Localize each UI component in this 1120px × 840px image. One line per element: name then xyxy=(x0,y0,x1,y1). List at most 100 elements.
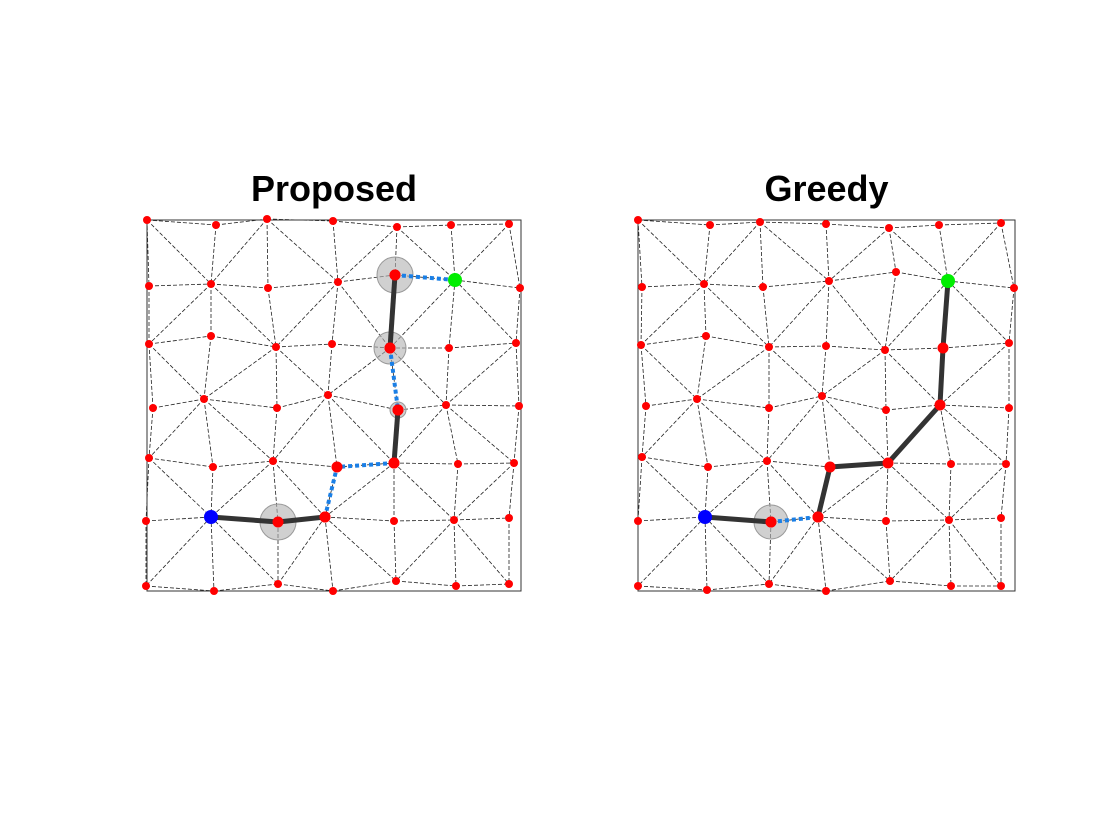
mesh-edge xyxy=(210,283,269,289)
mesh-edge xyxy=(817,516,891,582)
mesh-edge xyxy=(762,286,770,348)
mesh-edge xyxy=(277,583,334,592)
mesh-node xyxy=(892,268,900,276)
mesh-edge xyxy=(513,405,520,464)
mesh-edge xyxy=(637,219,711,226)
mesh-edge xyxy=(272,460,338,468)
mesh-edge xyxy=(885,462,889,522)
mesh-edge xyxy=(272,394,329,462)
path-node xyxy=(937,342,949,354)
mesh-edge xyxy=(508,462,515,519)
mesh-node xyxy=(334,278,342,286)
mesh-edge xyxy=(884,280,949,351)
mesh-edge xyxy=(821,395,831,468)
mesh-edge xyxy=(817,516,827,592)
mesh-edge xyxy=(445,404,515,464)
mesh-edge xyxy=(706,583,770,591)
mesh-node xyxy=(445,344,453,352)
mesh-edge xyxy=(327,394,338,468)
mesh-edge xyxy=(703,283,707,337)
mesh-edge xyxy=(453,463,459,521)
mesh-edge xyxy=(448,342,517,349)
mesh-edge xyxy=(145,516,212,522)
mesh-node xyxy=(765,343,773,351)
mesh-edge xyxy=(210,516,279,585)
mesh-node xyxy=(145,282,153,290)
solid-path xyxy=(387,274,398,349)
mesh-edge xyxy=(641,456,706,518)
path-node xyxy=(812,511,824,523)
mesh-node xyxy=(947,582,955,590)
mesh-node xyxy=(886,577,894,585)
mesh-edge xyxy=(821,345,827,397)
mesh-node xyxy=(515,402,523,410)
mesh-node xyxy=(512,339,520,347)
mesh-edge xyxy=(696,346,770,400)
mesh-edge xyxy=(148,283,212,287)
dashed-path xyxy=(770,515,819,524)
mesh-edge xyxy=(885,520,891,582)
mesh-edge xyxy=(152,398,205,409)
mesh-edge xyxy=(210,466,214,518)
mesh-node xyxy=(324,391,332,399)
mesh-edge xyxy=(324,462,395,518)
mesh-edge xyxy=(272,407,278,462)
mesh-node xyxy=(392,577,400,585)
mesh-edge xyxy=(275,346,278,409)
mesh-edge xyxy=(266,218,339,283)
mesh-edge xyxy=(515,342,520,407)
mesh-edge xyxy=(637,516,706,587)
mesh-node xyxy=(822,342,830,350)
mesh-edge xyxy=(275,346,329,396)
mesh-edge xyxy=(888,224,940,229)
mesh-node xyxy=(505,580,513,588)
mesh-node xyxy=(200,395,208,403)
mesh-node xyxy=(703,586,711,594)
mesh-edge xyxy=(203,335,212,400)
mesh-edge xyxy=(637,219,643,288)
mesh-edge xyxy=(395,519,455,582)
mesh-edge xyxy=(704,466,709,518)
mesh-edge xyxy=(895,271,949,282)
mesh-node xyxy=(272,343,280,351)
mesh-edge xyxy=(637,585,708,591)
mesh-node xyxy=(1005,404,1013,412)
mesh-edge xyxy=(884,349,887,411)
mesh-edge xyxy=(267,281,339,289)
mesh-node xyxy=(765,580,773,588)
mesh-node xyxy=(945,516,953,524)
mesh-node xyxy=(935,221,943,229)
mesh-edge xyxy=(947,280,1015,289)
mesh-node xyxy=(142,582,150,590)
mesh-edge xyxy=(768,346,823,397)
mesh-edge xyxy=(640,344,647,407)
mesh-node xyxy=(706,221,714,229)
mesh-edge xyxy=(213,583,279,592)
solid-path xyxy=(704,514,772,525)
mesh-edge xyxy=(817,516,887,522)
mesh-edge xyxy=(766,395,823,462)
mesh-node xyxy=(763,457,771,465)
mesh-node xyxy=(149,404,157,412)
mesh-node xyxy=(881,346,889,354)
mesh-edge xyxy=(825,580,891,592)
mesh-edge xyxy=(884,271,897,351)
mesh-node xyxy=(882,406,890,414)
mesh-node xyxy=(638,453,646,461)
mesh-edge xyxy=(393,520,397,582)
mesh-node xyxy=(145,340,153,348)
mesh-edge xyxy=(453,462,515,521)
mesh-node xyxy=(700,280,708,288)
path-node xyxy=(934,399,946,411)
mesh-node xyxy=(207,332,215,340)
mesh-edge xyxy=(203,346,277,400)
mesh-node xyxy=(634,216,642,224)
mesh-edge xyxy=(641,405,647,458)
mesh-node xyxy=(638,283,646,291)
mesh-edge xyxy=(148,398,205,459)
mesh-edge xyxy=(821,395,887,411)
mesh-edge xyxy=(453,519,510,585)
path-node xyxy=(824,461,836,473)
mesh-edge xyxy=(884,347,944,351)
mesh-edge xyxy=(948,519,1002,587)
